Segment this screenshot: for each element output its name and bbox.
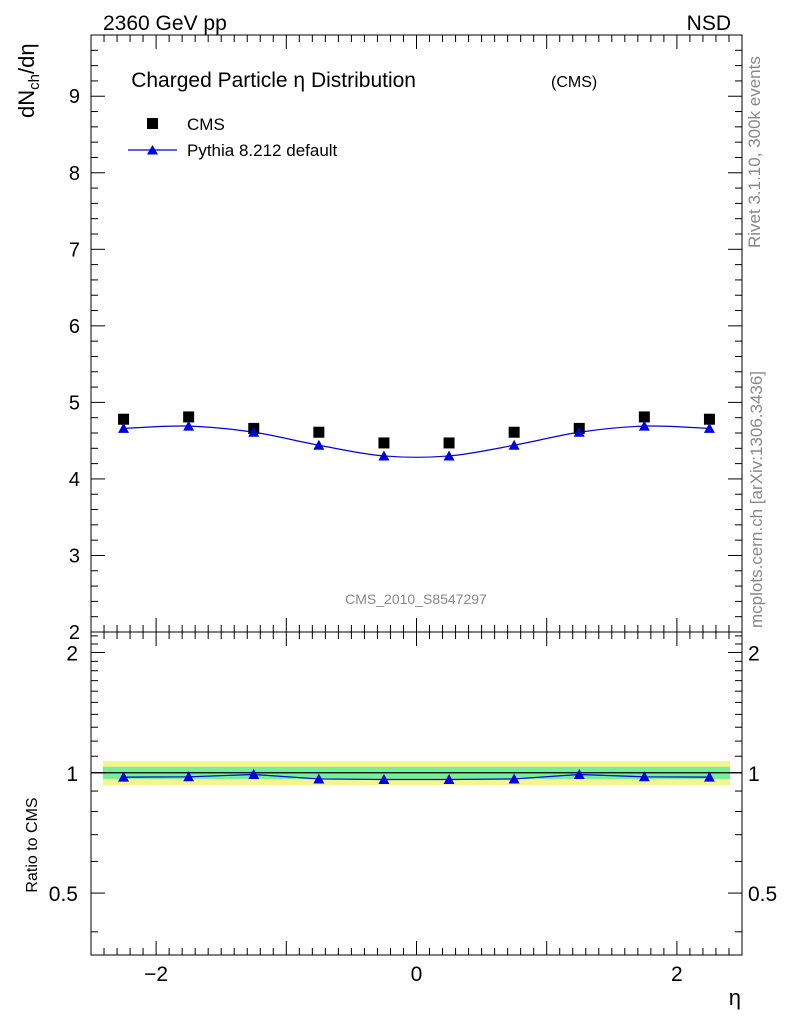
ratio-point [248, 769, 260, 780]
main-ytick-label: 2 [69, 622, 80, 644]
legend-marker-cms [147, 118, 158, 129]
legend-label-pythia: Pythia 8.212 default [187, 141, 338, 160]
xtick-label: 0 [411, 963, 423, 986]
chart-title: Charged Particle η Distribution [131, 69, 416, 92]
ratio-frame [90, 631, 743, 956]
main-ylabel: dNch/dη [14, 43, 43, 118]
main-ytick-label: 5 [69, 392, 80, 414]
cms-point [638, 411, 650, 423]
cms-point [443, 437, 455, 449]
main-ytick-label: 7 [69, 239, 80, 261]
ratio-point [313, 773, 325, 784]
pythia-point [443, 450, 455, 461]
pythia-point [638, 420, 650, 431]
xtick-label: −2 [144, 963, 168, 986]
ratio-ytick-label: 1 [66, 763, 78, 786]
ratio-ylabel: Ratio to CMS [24, 797, 41, 892]
main-ytick-label: 3 [69, 545, 80, 567]
ratio-point [378, 773, 390, 784]
analysis-watermark: CMS_2010_S8547297 [345, 591, 487, 607]
pythia-point [248, 426, 260, 437]
ratio-point [443, 773, 455, 784]
main-ytick-label: 9 [69, 86, 80, 108]
ratio-point [573, 769, 585, 780]
ratio-ytick-label-right: 1 [748, 763, 760, 786]
ratio-panel: 0.5 0.5 1 1 2 2 −2 0 2 [49, 631, 777, 986]
cms-point [118, 413, 130, 425]
main-panel: 2 3 4 5 6 7 8 9 Charged Particle η Distribution… [69, 34, 743, 644]
pythia-point [508, 439, 520, 450]
main-ytick-label: 6 [69, 316, 80, 338]
ratio-point [703, 771, 715, 782]
ratio-point [508, 773, 520, 784]
rivet-label: Rivet 3.1.10, 300k events [745, 56, 764, 248]
x-axis-label: η [729, 985, 741, 1010]
pythia-line [123, 425, 710, 458]
pythia-point [378, 450, 390, 461]
pythia-point [183, 420, 195, 431]
chart-title-suffix: (CMS) [551, 74, 597, 91]
header-right: NSD [687, 12, 731, 35]
xtick-label: 2 [671, 963, 683, 986]
svg-text:dNch/dη: dNch/dη [14, 43, 43, 118]
ratio-line [123, 773, 710, 781]
cms-point [508, 426, 520, 438]
pythia-point [313, 439, 325, 450]
ratio-point [183, 771, 195, 782]
mcplots-label: mcplots.cern.ch [arXiv:1306.3436] [747, 371, 766, 628]
pythia-point [573, 426, 585, 437]
ratio-ytick-label-right: 2 [748, 642, 760, 665]
header-left: 2360 GeV pp [103, 12, 227, 35]
legend-marker-pythia [147, 145, 158, 155]
ratio-ytick-label-right: 0.5 [748, 883, 777, 906]
pythia-point [703, 422, 715, 433]
cms-point [378, 437, 390, 449]
cms-point [183, 411, 195, 423]
ratio-ytick-label: 2 [66, 642, 78, 665]
main-ytick-label: 8 [69, 163, 80, 185]
cms-point [313, 426, 325, 438]
ratio-point [638, 771, 650, 782]
ratio-ytick-label: 0.5 [49, 883, 78, 906]
cms-point [703, 413, 715, 425]
legend: CMS Pythia 8.212 default [128, 115, 338, 160]
legend-label-cms: CMS [187, 115, 225, 134]
main-ytick-label: 4 [69, 469, 80, 491]
ratio-point [118, 771, 130, 782]
pythia-point [118, 422, 130, 433]
